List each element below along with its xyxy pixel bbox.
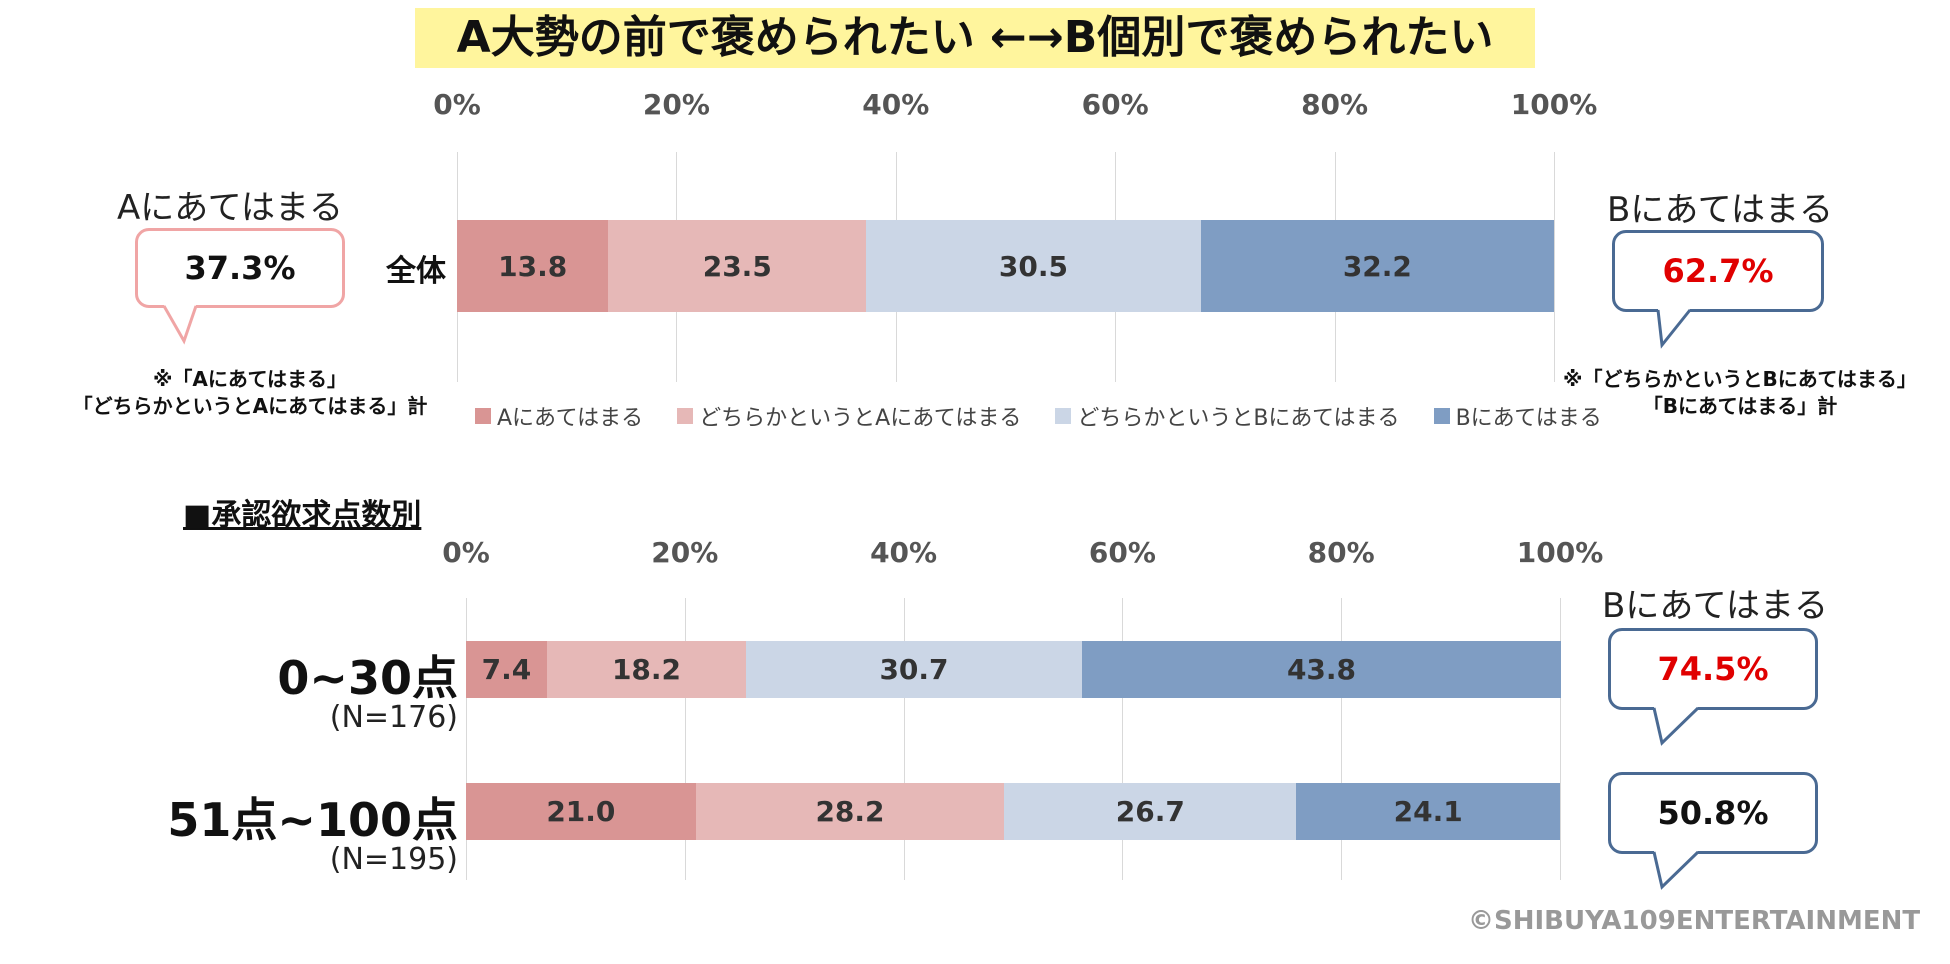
bar-segment: 30.7	[746, 641, 1082, 698]
data-label: 32.2	[1342, 249, 1412, 283]
callout-b-note: ※「どちらかというとBにあてはまる」 「Bにあてはまる」計	[1563, 367, 1917, 418]
callout-b-bubble: 62.7%	[1612, 230, 1824, 312]
bar-segment: 21.0	[466, 783, 696, 840]
bar-segment: 26.7	[1004, 783, 1297, 840]
data-label: 26.7	[1115, 795, 1185, 828]
bar-segment: 23.5	[608, 220, 867, 312]
category-label: 全体	[386, 254, 446, 289]
callout-score-bubble-1: 74.5%	[1608, 628, 1818, 710]
data-label: 30.7	[879, 653, 949, 686]
bar-segment: 18.2	[546, 641, 747, 698]
callout-a-title: Aにあてはまる	[117, 188, 343, 228]
gridline	[1341, 598, 1343, 880]
legend-swatch	[1433, 408, 1450, 424]
callout-score-pointer-1	[1652, 707, 1700, 746]
category-sublabel: (N=195)	[329, 842, 458, 877]
callout-a-note: ※「Aにあてはまる」 「どちらかというとAにあてはまる」計	[72, 367, 428, 418]
tick-label: 20%	[642, 88, 710, 121]
callout-score-value-2: 50.8%	[1657, 794, 1769, 832]
bar-segment: 13.8	[457, 220, 609, 312]
gridline	[903, 598, 905, 880]
legend: Aにあてはまる どちらかというとAにあてはまる どちらかというとBにあてはまる …	[475, 400, 1602, 432]
data-label: 43.8	[1286, 653, 1357, 686]
data-label: 13.8	[498, 249, 568, 283]
tick-label: 60%	[1088, 536, 1156, 569]
tick-label: 0%	[433, 88, 481, 121]
callout-a-bubble: 37.3%	[135, 228, 345, 308]
tick-label: 40%	[870, 536, 938, 569]
bar-segment: 43.8	[1081, 641, 1562, 698]
gridline	[466, 598, 467, 880]
legend-item-a: Aにあてはまる	[475, 400, 643, 432]
callout-a-value: 37.3%	[184, 249, 296, 287]
callout-score-bubble-2: 50.8%	[1608, 772, 1818, 854]
section-title: ■承認欲求点数別	[183, 498, 422, 533]
category-label: 0~30点	[277, 651, 458, 705]
legend-item-lean-a: どちらかというとAにあてはまる	[677, 400, 1021, 432]
legend-item-b: Bにあてはまる	[1433, 400, 1602, 432]
data-label: 23.5	[702, 249, 772, 283]
callout-score-value-1: 74.5%	[1657, 650, 1769, 688]
tick-label: 100%	[1516, 536, 1604, 569]
tick-label: 40%	[862, 88, 930, 121]
category-label: 51点~100点	[167, 793, 458, 847]
callout-b-pointer	[1656, 309, 1692, 349]
data-label: 18.2	[611, 653, 682, 686]
data-label: 24.1	[1393, 795, 1463, 828]
legend-swatch	[1055, 408, 1072, 424]
chart-title: A大勢の前で褒められたい ←→B個別で褒められたい	[415, 8, 1535, 68]
gridline	[684, 598, 686, 880]
tick-label: 60%	[1081, 88, 1149, 121]
tick-label: 100%	[1510, 88, 1598, 121]
legend-swatch	[677, 408, 694, 424]
data-label: 28.2	[815, 795, 885, 828]
legend-swatch	[475, 408, 491, 424]
tick-label: 20%	[651, 536, 719, 569]
data-label: 7.4	[481, 653, 532, 686]
tick-label: 0%	[442, 536, 490, 569]
tick-label: 80%	[1307, 536, 1375, 569]
bar-segment: 30.5	[866, 220, 1201, 312]
data-label: 21.0	[546, 795, 616, 828]
gridline	[1554, 152, 1555, 382]
tick-label: 80%	[1301, 88, 1369, 121]
gridline	[1560, 598, 1561, 880]
legend-item-lean-b: どちらかというとBにあてはまる	[1055, 400, 1400, 432]
callout-score-title: Bにあてはまる	[1602, 586, 1828, 626]
callout-b-value: 62.7%	[1662, 252, 1774, 290]
copyright-credit: ©SHIBUYA109ENTERTAINMENT	[1468, 906, 1921, 936]
gridline	[1122, 598, 1124, 880]
callout-b-title: Bにあてはまる	[1607, 190, 1833, 230]
bar-segment: 24.1	[1296, 783, 1560, 840]
bar-segment: 28.2	[695, 783, 1005, 840]
callout-a-pointer	[162, 305, 198, 345]
bar-segment: 7.4	[466, 641, 547, 698]
callout-score-pointer-2	[1652, 851, 1700, 890]
data-label: 30.5	[998, 249, 1068, 283]
bar-segment: 32.2	[1200, 220, 1554, 312]
category-sublabel: (N=176)	[329, 700, 458, 735]
